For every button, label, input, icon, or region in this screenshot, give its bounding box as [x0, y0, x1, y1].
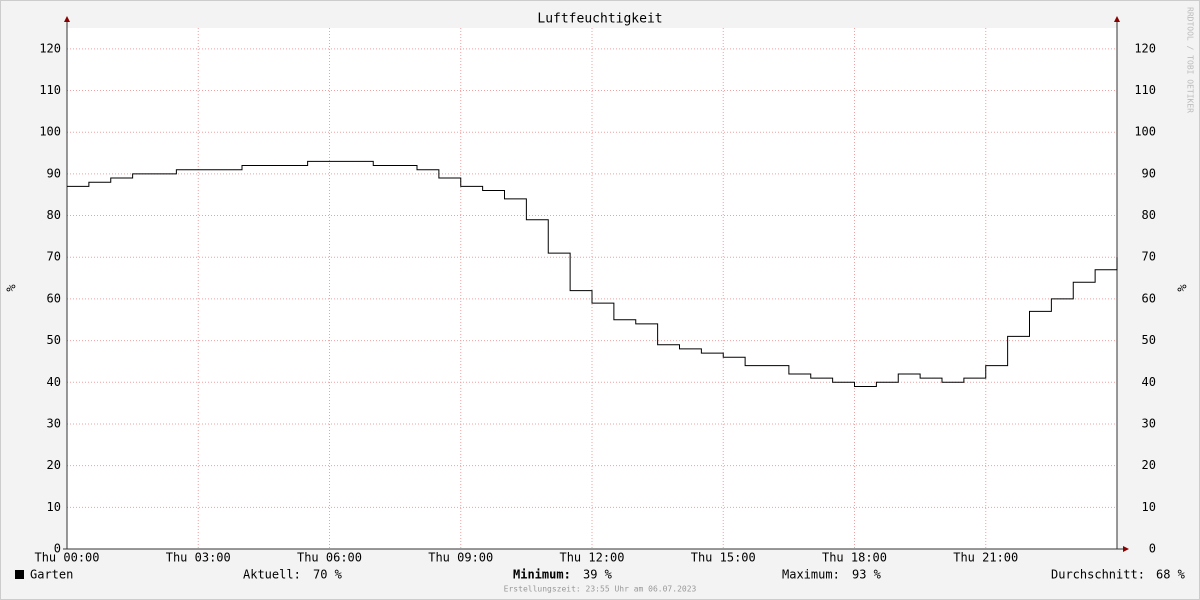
y-tick-label: 100: [39, 125, 61, 139]
y-axis-label: %: [4, 284, 18, 292]
y-tick-label: 80: [47, 208, 61, 222]
y2-tick-label: 70: [1142, 250, 1156, 264]
stat-label: Durchschnitt:: [1051, 568, 1145, 582]
x-tick-label: Thu 15:00: [691, 551, 756, 565]
y-tick-label: 20: [47, 458, 61, 472]
plot-area: [67, 28, 1117, 549]
stat-label: Maximum:: [782, 568, 840, 582]
y-tick-label: 30: [47, 416, 61, 430]
stat-value: 93 %: [852, 568, 882, 582]
y-tick-label: 70: [47, 250, 61, 264]
y2-tick-label: 90: [1142, 166, 1156, 180]
y-tick-label: 90: [47, 166, 61, 180]
y2-tick-label: 10: [1142, 500, 1156, 514]
stat-value: 39 %: [583, 568, 613, 582]
y-tick-label: 120: [39, 41, 61, 55]
y2-tick-label: 30: [1142, 416, 1156, 430]
y2-tick-label: 0: [1149, 542, 1156, 556]
chart-title: Luftfeuchtigkeit: [537, 12, 662, 27]
y2-tick-label: 60: [1142, 291, 1156, 305]
stat-value: 68 %: [1156, 568, 1186, 582]
data-line: [67, 160, 1118, 387]
footer: Erstellungszeit: 23:55 Uhr am 06.07.2023: [504, 585, 697, 594]
y2-tick-label: 40: [1142, 375, 1156, 389]
y-tick-label: 40: [47, 375, 61, 389]
axis-arrow: [1114, 16, 1120, 22]
stat-value: 70 %: [313, 568, 343, 582]
x-tick-label: Thu 06:00: [297, 551, 362, 565]
y2-tick-label: 80: [1142, 208, 1156, 222]
stat-label: Minimum:: [513, 568, 571, 582]
x-tick-label: Thu 03:00: [166, 551, 231, 565]
x-tick-label: Thu 12:00: [559, 551, 624, 565]
y2-tick-label: 110: [1134, 83, 1156, 97]
watermark: RRDTOOL / TOBI OETIKER: [1186, 7, 1195, 113]
x-tick-label: Thu 09:00: [428, 551, 493, 565]
y2-tick-label: 50: [1142, 333, 1156, 347]
legend-label: Garten: [30, 568, 73, 582]
x-tick-label: Thu 21:00: [953, 551, 1018, 565]
axis-arrow: [64, 16, 70, 22]
axis-arrow: [1123, 546, 1129, 552]
x-tick-label: Thu 18:00: [822, 551, 887, 565]
y-tick-label: 50: [47, 333, 61, 347]
y-tick-label: 10: [47, 500, 61, 514]
y2-tick-label: 20: [1142, 458, 1156, 472]
y2-axis-label: %: [1175, 284, 1189, 292]
y-tick-label: 0: [54, 542, 61, 556]
x-tick-label: Thu 00:00: [34, 551, 99, 565]
y2-tick-label: 120: [1134, 41, 1156, 55]
y-tick-label: 110: [39, 83, 61, 97]
y-tick-label: 60: [47, 291, 61, 305]
legend-swatch: [15, 570, 24, 579]
stat-label: Aktuell:: [243, 568, 301, 582]
y2-tick-label: 100: [1134, 125, 1156, 139]
